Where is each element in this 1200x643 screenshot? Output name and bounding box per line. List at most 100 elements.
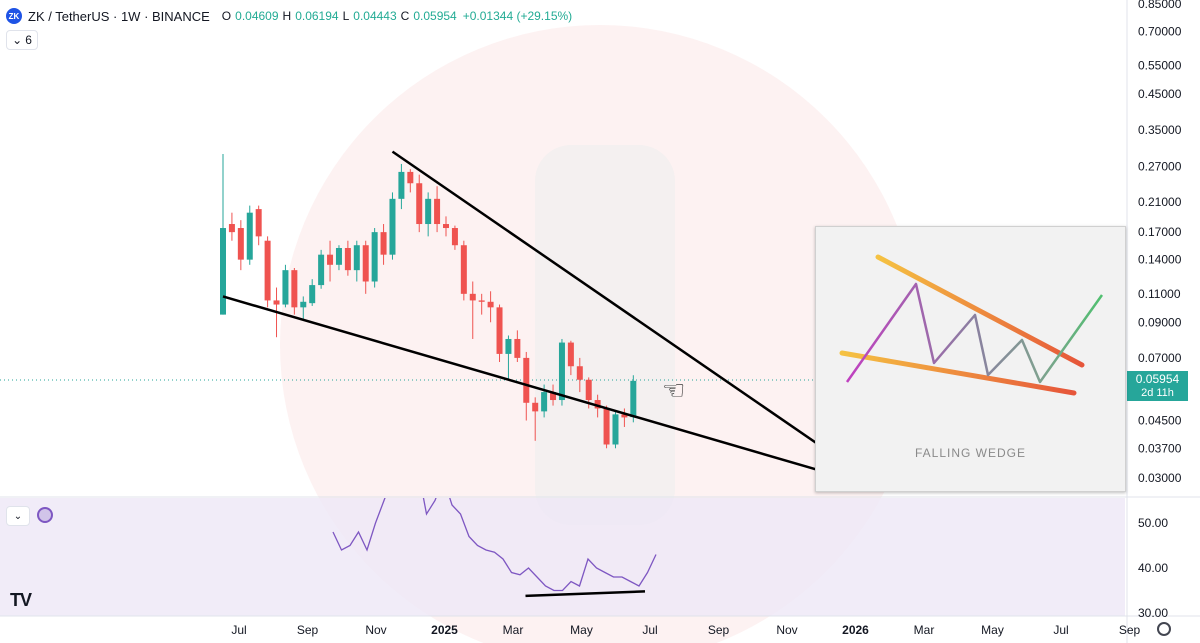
candle — [612, 411, 619, 449]
candle — [550, 384, 557, 406]
candle — [416, 174, 423, 233]
candle-body — [576, 366, 583, 380]
candle-body — [407, 171, 414, 184]
settings-gear-icon[interactable] — [1157, 622, 1171, 636]
ohlc-close-value: 0.05954 — [413, 9, 457, 23]
indicator-count: 6 — [25, 33, 32, 47]
time-tick-label: Jul — [642, 623, 657, 637]
candle-body — [273, 300, 280, 305]
candle-body — [344, 247, 351, 271]
candle-body — [460, 245, 467, 294]
candle — [496, 304, 503, 363]
candle — [335, 245, 342, 271]
candle — [362, 240, 369, 294]
zk-coin-icon: ZK — [6, 8, 22, 24]
time-tick-label: May — [570, 623, 593, 637]
candle — [380, 224, 387, 265]
price-tick-label: 0.70000 — [1138, 25, 1182, 39]
candle — [425, 192, 432, 237]
time-tick-label: 2025 — [431, 623, 458, 637]
candle-body — [603, 408, 610, 445]
indicators-toggle[interactable]: ⌄ 6 — [6, 30, 38, 50]
candle — [327, 240, 334, 282]
wedge-price-path — [845, 282, 1104, 384]
candle — [318, 249, 325, 289]
candle-body — [380, 232, 387, 255]
price-tick-label: 0.27000 — [1138, 160, 1182, 174]
candle — [621, 408, 628, 427]
candle — [451, 225, 458, 250]
candle-body — [353, 245, 360, 271]
wedge-trendline[interactable] — [222, 295, 830, 475]
price-tick-label: 0.07000 — [1138, 351, 1182, 365]
symbol-label[interactable]: ZK / TetherUS · 1W · BINANCE — [28, 8, 210, 24]
candle — [478, 293, 485, 315]
trendlines-group — [222, 150, 831, 475]
price-tick-label: 0.85000 — [1138, 0, 1182, 11]
candle-body — [228, 224, 235, 233]
candle-body — [621, 414, 628, 418]
candle-body — [237, 228, 244, 260]
candle-body — [469, 293, 476, 301]
candle-body — [416, 183, 423, 225]
candle-body — [335, 247, 342, 265]
candle-body — [558, 342, 565, 401]
ohlc-open-key: O — [221, 9, 232, 23]
candle-body — [523, 357, 530, 403]
wedge-lower-line — [839, 350, 1077, 396]
candle — [487, 291, 494, 323]
candle — [300, 296, 307, 320]
eye-icon[interactable] — [37, 507, 53, 523]
ohlc-high-key: H — [282, 9, 292, 23]
candle-body — [362, 245, 369, 282]
rsi-trendline[interactable] — [525, 590, 646, 598]
candle — [246, 205, 253, 265]
price-tick-label: 0.09000 — [1138, 315, 1182, 329]
chevron-down-icon: ⌄ — [12, 33, 23, 47]
wedge-diagram — [839, 254, 1104, 396]
price-tick-label: 0.14000 — [1138, 253, 1182, 267]
rsi-tick-label: 40.00 — [1138, 561, 1168, 575]
time-tick-label: 2026 — [842, 623, 869, 637]
rsi-group — [332, 498, 657, 598]
candle — [576, 357, 583, 393]
price-tick-label: 0.04500 — [1138, 414, 1182, 428]
candle-body — [291, 270, 298, 308]
time-tick-label: Sep — [297, 623, 319, 637]
candles-group — [220, 154, 637, 449]
wedge-trendline[interactable] — [391, 150, 831, 454]
candle-countdown: 2d 11h — [1141, 387, 1174, 399]
candle — [371, 228, 378, 288]
candle-body — [318, 254, 325, 286]
candle-body — [282, 270, 289, 305]
candle — [434, 186, 441, 233]
candle — [353, 240, 360, 282]
current-price-tag: 0.05954 2d 11h — [1127, 371, 1188, 401]
candle-body — [309, 285, 316, 304]
time-tick-label: Jul — [1053, 623, 1068, 637]
price-axis: 0.85000 0.70000 0.55000 0.45000 0.35000 0.270… — [1138, 0, 1182, 485]
candle-body — [505, 338, 512, 354]
current-price-value: 0.05954 — [1135, 372, 1180, 386]
candle-body — [594, 400, 601, 409]
candle-body — [327, 254, 334, 265]
price-tick-label: 0.35000 — [1138, 123, 1182, 137]
rsi-collapse-button[interactable]: ⌄ — [6, 506, 30, 526]
ohlc-low-value: 0.04443 — [353, 9, 397, 23]
ohlc-readout: O 0.04609 H 0.06194 L 0.04443 C 0.05954 — [222, 9, 457, 23]
candle-body — [220, 228, 226, 315]
ohlc-open-value: 0.04609 — [235, 9, 279, 23]
price-tick-label: 0.45000 — [1138, 87, 1182, 101]
tradingview-logo[interactable]: TV — [10, 590, 32, 610]
rsi-line — [332, 498, 657, 592]
candle — [309, 279, 316, 306]
price-tick-label: 0.03000 — [1138, 471, 1182, 485]
candle-body — [300, 301, 307, 308]
time-tick-label: Mar — [503, 623, 524, 637]
candle — [282, 264, 289, 308]
candle-body — [451, 228, 458, 246]
candle-body — [398, 171, 405, 199]
candle-body — [255, 209, 262, 237]
time-tick-label: Mar — [914, 623, 935, 637]
